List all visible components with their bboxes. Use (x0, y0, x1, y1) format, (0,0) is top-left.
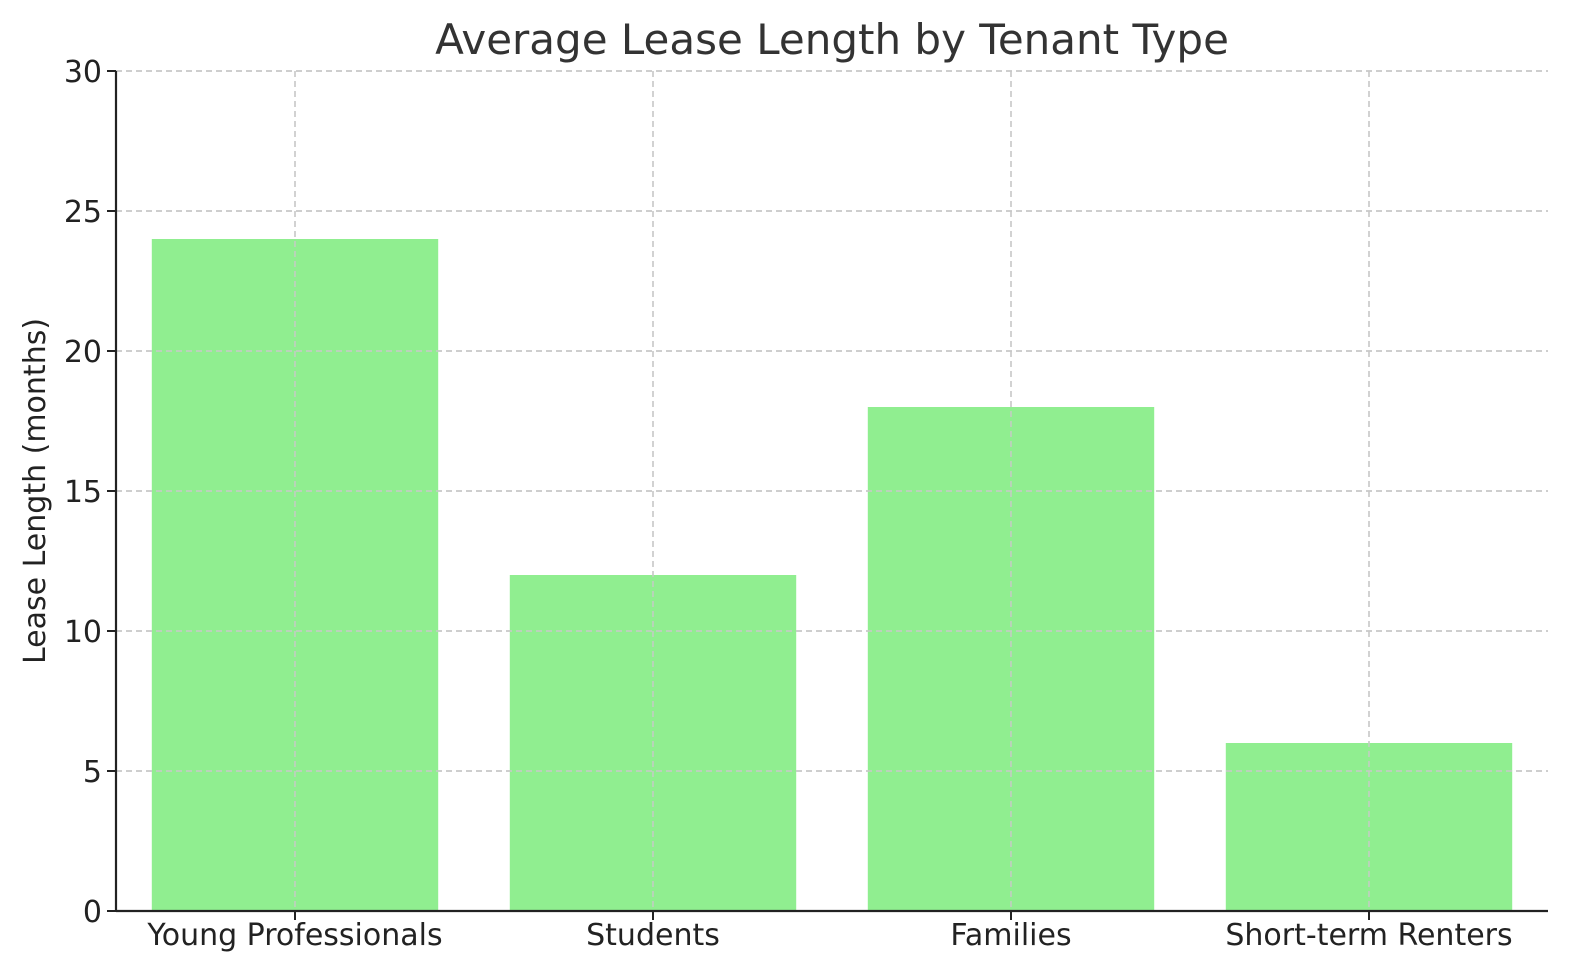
x-tick-label: Students (586, 918, 720, 953)
bars (151, 239, 1513, 911)
y-tick-label: 0 (83, 895, 102, 930)
y-tick-label: 5 (83, 755, 102, 790)
y-ticks: 0 5 10 15 20 25 30 (64, 55, 116, 930)
x-ticks: Young Professionals Students Families Short… (146, 911, 1513, 953)
y-tick-label: 15 (64, 475, 102, 510)
y-tick-label: 30 (64, 55, 102, 90)
y-tick-label: 20 (64, 335, 102, 370)
x-tick-label: Young Professionals (146, 918, 442, 953)
grid-overlay (116, 70, 1548, 912)
y-tick-label: 10 (64, 615, 102, 650)
y-tick-label: 25 (64, 195, 102, 230)
x-tick-label: Families (950, 918, 1071, 953)
x-tick-label: Short-term Renters (1225, 918, 1512, 953)
y-axis-label: Lease Length (months) (18, 318, 53, 664)
chart-title: Average Lease Length by Tenant Type (435, 15, 1229, 64)
